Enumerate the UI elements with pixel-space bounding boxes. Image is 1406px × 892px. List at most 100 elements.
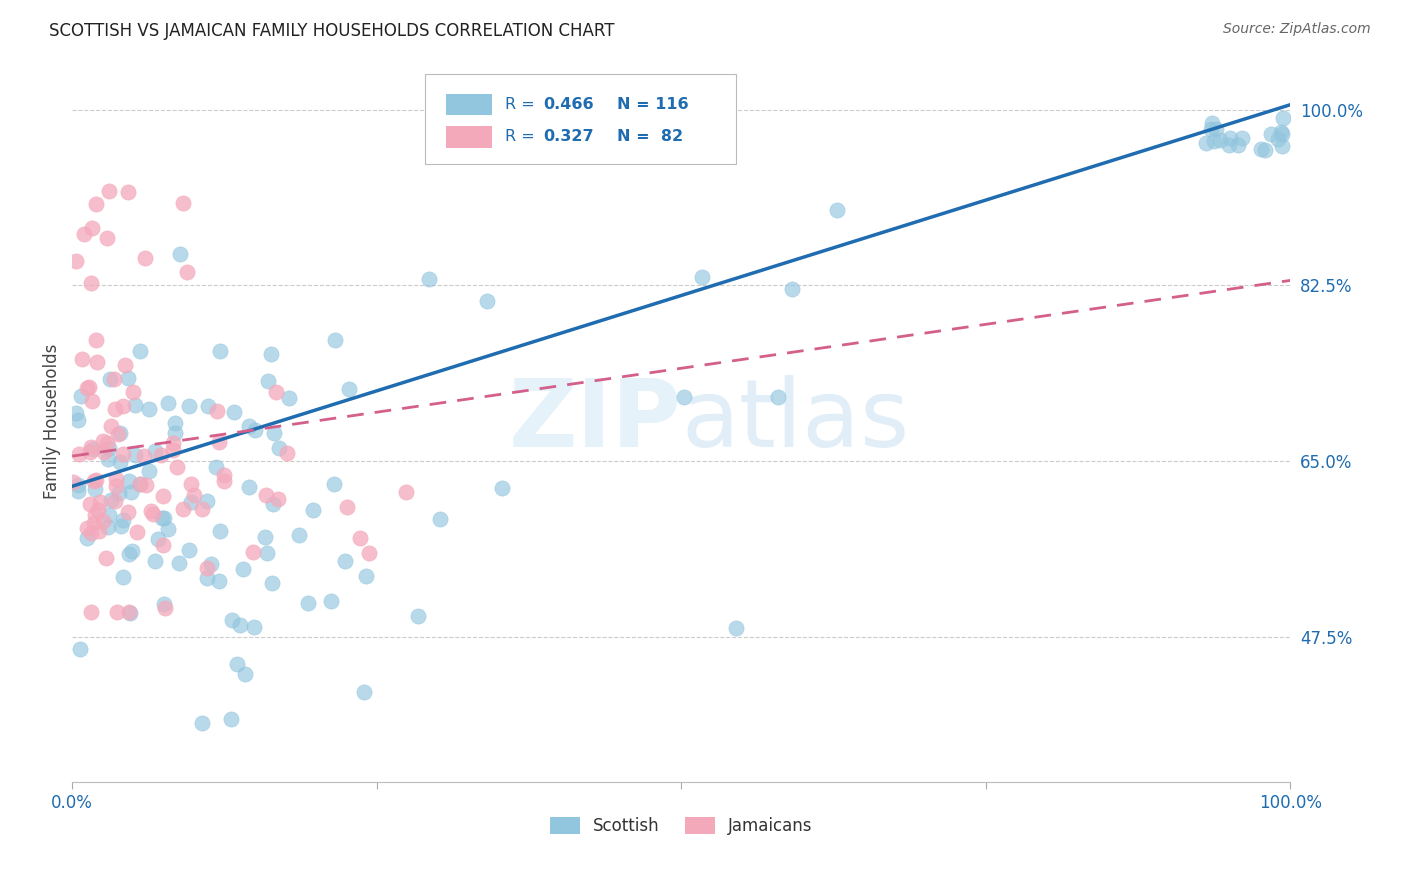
Point (1271, 111, 1294, 125)
Point (209, 343, 232, 358)
Point (357, 546, 380, 560)
Point (152, 489, 174, 503)
Point (111, 570, 134, 584)
Point (96, 435, 118, 450)
Point (72, 352, 94, 367)
Point (395, 485, 418, 500)
Point (353, 685, 375, 699)
Point (104, 493, 127, 508)
Point (269, 441, 291, 455)
Point (162, 442, 184, 457)
Point (825, 203, 848, 218)
Point (124, 398, 146, 412)
Point (238, 480, 260, 494)
Point (232, 562, 254, 576)
Point (156, 396, 179, 410)
Point (768, 390, 790, 404)
Point (475, 293, 498, 308)
Point (118, 548, 141, 562)
Point (152, 538, 174, 552)
Point (149, 449, 172, 463)
Point (212, 474, 235, 488)
Point (180, 476, 202, 491)
Point (80, 276, 103, 290)
Legend: Scottish, Jamaicans: Scottish, Jamaicans (550, 817, 813, 836)
Point (1199, 121, 1222, 136)
Point (157, 522, 180, 536)
Point (276, 446, 298, 460)
Point (100, 493, 122, 508)
Point (176, 265, 198, 279)
Point (263, 425, 285, 440)
Point (323, 333, 346, 347)
Point (1218, 137, 1240, 152)
Point (166, 459, 188, 474)
Point (254, 488, 277, 502)
Point (208, 574, 231, 588)
Point (1254, 143, 1277, 157)
Point (243, 620, 266, 634)
Point (319, 594, 342, 608)
Point (104, 402, 127, 417)
Point (108, 485, 131, 500)
Point (97, 441, 120, 455)
Point (111, 399, 134, 413)
Point (76, 381, 98, 395)
Point (83, 516, 105, 530)
Point (172, 196, 194, 211)
Point (1271, 138, 1294, 153)
Point (278, 392, 301, 406)
Point (62, 475, 84, 489)
Point (1271, 128, 1294, 142)
Point (67, 447, 90, 461)
Point (259, 347, 281, 361)
Point (169, 246, 191, 260)
Point (208, 434, 231, 449)
Point (238, 419, 260, 434)
Point (97, 452, 120, 467)
Point (118, 606, 141, 620)
Point (91, 434, 114, 449)
Point (242, 544, 264, 558)
Point (163, 426, 186, 441)
Point (111, 513, 134, 527)
Point (209, 524, 232, 538)
Point (243, 423, 266, 437)
Point (128, 477, 150, 491)
Point (84, 508, 107, 522)
Point (76, 520, 98, 534)
Point (120, 485, 142, 500)
Point (66, 478, 89, 492)
Point (118, 605, 141, 619)
Point (138, 464, 160, 478)
Point (1219, 131, 1241, 145)
Point (86, 355, 108, 369)
Point (77, 380, 100, 394)
Point (780, 282, 803, 296)
Point (96, 231, 118, 245)
Point (1201, 116, 1223, 130)
Point (82, 393, 104, 408)
Point (110, 518, 132, 533)
Point (117, 185, 139, 199)
Point (226, 657, 249, 671)
Point (86, 197, 108, 211)
Point (153, 511, 176, 525)
Point (139, 503, 162, 517)
Point (214, 467, 236, 482)
Point (65, 254, 87, 268)
Point (125, 524, 148, 539)
Point (122, 385, 145, 400)
Point (87, 503, 110, 517)
Point (138, 401, 160, 416)
Point (129, 343, 152, 358)
Point (267, 492, 290, 507)
Point (200, 557, 222, 571)
Point (302, 503, 325, 517)
Point (418, 272, 440, 286)
Point (108, 426, 131, 441)
Point (254, 530, 277, 544)
Text: 0.466: 0.466 (544, 97, 595, 112)
Point (83, 482, 105, 496)
Point (82, 221, 104, 235)
